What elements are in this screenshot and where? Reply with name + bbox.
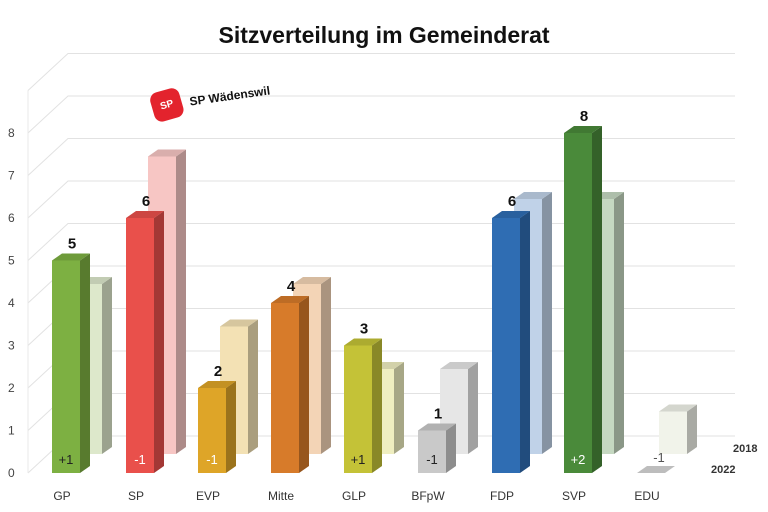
bar-2022-gp [52, 253, 90, 473]
bar-2022-glp [344, 338, 382, 473]
bar-2022-bfpw-side [446, 423, 456, 473]
y-tick-label: 2 [8, 381, 15, 395]
change-label: -1 [653, 450, 665, 465]
sp-logo-text: SP Wädenswil [188, 83, 271, 109]
bar-2022-glp-top [344, 338, 382, 346]
bar-2022-gp-top [52, 253, 90, 261]
bar-2022-fdp-top [492, 211, 530, 218]
bar-2022-svp [564, 126, 602, 473]
bar-2022-fdp-front [492, 218, 520, 473]
bar-2022-glp-side [372, 338, 382, 473]
change-label: -1 [206, 452, 218, 467]
value-label: 6 [508, 193, 516, 210]
bar-2022-bfpw-top [418, 423, 456, 431]
bar-2018-sp-side [176, 149, 186, 454]
bar-2022-gp-side [80, 253, 90, 473]
bar-2018-bfpw [440, 362, 478, 454]
change-label: +1 [59, 452, 74, 467]
value-label: 3 [360, 321, 368, 338]
value-label: 4 [287, 278, 296, 295]
value-label: 6 [142, 193, 150, 210]
x-tick-label: SP [128, 489, 144, 503]
x-tick-label: EDU [634, 489, 659, 503]
bar-2022-sp-front [126, 218, 154, 473]
bar-2022-evp-side [226, 381, 236, 473]
chart-title: Sitzverteilung im Gemeinderat [218, 22, 550, 48]
bar-2022-evp-front [198, 388, 226, 473]
change-label: -1 [426, 452, 438, 467]
bar-2018-svp-side [614, 192, 624, 454]
y-tick-label: 4 [8, 296, 15, 310]
bar-2022-bfpw-front [418, 430, 446, 473]
bar-2022-fdp-side [520, 211, 530, 473]
bar-2018-edu-top [659, 404, 697, 412]
legend-label-2022: 2022 [711, 464, 736, 476]
gridline [27, 95, 735, 134]
x-tick-label: GLP [342, 489, 366, 503]
bar-2022-svp-side [592, 126, 602, 473]
legend-label-2018: 2018 [733, 443, 758, 455]
x-tick-label: FDP [490, 489, 514, 503]
bar-2018-gp-side [102, 277, 112, 454]
bar-2018-glp-side [394, 362, 404, 454]
y-tick-label: 8 [8, 126, 15, 140]
bar-2022-mitte [271, 296, 309, 473]
bar-2022-svp-front [564, 133, 592, 473]
x-tick-label: BFpW [411, 489, 445, 503]
change-label: +1 [351, 452, 366, 467]
gridline [27, 53, 735, 91]
bar-2022-mitte-top [271, 296, 309, 303]
bar-2022-sp [126, 211, 164, 473]
bar-2022-evp [198, 381, 236, 473]
bar-2022-fdp [492, 211, 530, 473]
y-tick-label: 7 [8, 169, 15, 183]
y-tick-label: 5 [8, 254, 15, 268]
bar-2018-sp-top [148, 149, 186, 157]
sp-logo-badge: SP [148, 86, 186, 124]
bar-2018-fdp-side [542, 192, 552, 454]
bar-2018-mitte-top [293, 277, 331, 284]
bar-2022-edu-flat [637, 466, 675, 473]
value-label: 8 [580, 108, 588, 125]
x-tick-label: GP [53, 489, 70, 503]
x-tick-label: Mitte [268, 489, 294, 503]
bar-2018-bfpw-side [468, 362, 478, 454]
bar-2018-edu [659, 404, 697, 454]
x-tick-label: SVP [562, 489, 586, 503]
gridline [27, 180, 735, 219]
value-label: 2 [214, 363, 222, 380]
value-label: 5 [68, 236, 76, 253]
y-tick-label: 6 [8, 211, 15, 225]
bar-2018-edu-front [659, 411, 687, 454]
bar-2022-mitte-side [299, 296, 309, 473]
bar-2018-evp-side [248, 319, 258, 454]
bar-2022-mitte-front [271, 303, 299, 473]
bar-2022-bfpw [418, 423, 456, 473]
bar-2022-sp-side [154, 211, 164, 473]
gridline [27, 138, 735, 176]
y-tick-label: 1 [8, 424, 15, 438]
change-label: -1 [134, 452, 146, 467]
value-label: 1 [434, 406, 442, 423]
bar-2022-sp-top [126, 211, 164, 218]
bar-2018-mitte-side [321, 277, 331, 454]
y-tick-label: 0 [8, 466, 15, 480]
x-tick-label: EVP [196, 489, 220, 503]
bar-2022-glp-front [344, 345, 372, 473]
bar-2018-bfpw-top [440, 362, 478, 369]
bar-2022-gp-front [52, 260, 80, 473]
bar-2022-evp-top [198, 381, 236, 388]
y-tick-label: 3 [8, 339, 15, 353]
bar-2018-fdp-top [514, 192, 552, 199]
bar-2022-svp-top [564, 126, 602, 133]
bar-2018-edu-side [687, 404, 697, 454]
change-label: +2 [571, 452, 586, 467]
bar-2018-evp-top [220, 319, 258, 327]
